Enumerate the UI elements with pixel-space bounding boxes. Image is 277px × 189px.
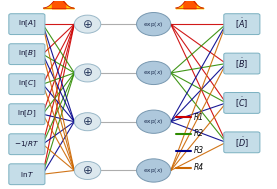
- Text: $\oplus$: $\oplus$: [82, 18, 93, 31]
- FancyBboxPatch shape: [9, 164, 45, 185]
- Circle shape: [137, 61, 171, 84]
- Circle shape: [137, 110, 171, 133]
- Text: $\exp(x)$: $\exp(x)$: [143, 68, 164, 77]
- Text: R1: R1: [194, 112, 204, 122]
- Text: $[\dot{B}]$: $[\dot{B}]$: [235, 56, 248, 71]
- Circle shape: [74, 15, 101, 33]
- FancyBboxPatch shape: [9, 74, 45, 94]
- Text: $[\dot{A}]$: $[\dot{A}]$: [235, 17, 248, 31]
- FancyBboxPatch shape: [224, 132, 260, 153]
- Circle shape: [74, 161, 101, 180]
- Text: $\ln[A]$: $\ln[A]$: [17, 19, 36, 29]
- FancyBboxPatch shape: [224, 53, 260, 74]
- FancyBboxPatch shape: [9, 104, 45, 125]
- Text: $[\dot{D}]$: $[\dot{D}]$: [235, 135, 249, 150]
- Circle shape: [137, 159, 171, 182]
- Text: R2: R2: [194, 129, 204, 138]
- Text: R4: R4: [194, 163, 204, 172]
- Text: $\ln[D]$: $\ln[D]$: [17, 109, 37, 119]
- Text: R3: R3: [194, 146, 204, 155]
- FancyBboxPatch shape: [9, 134, 45, 155]
- Text: $\ln T$: $\ln T$: [20, 170, 34, 179]
- Text: $\exp(x)$: $\exp(x)$: [143, 166, 164, 175]
- Text: $\ln[B]$: $\ln[B]$: [17, 49, 36, 59]
- FancyBboxPatch shape: [224, 93, 260, 113]
- FancyBboxPatch shape: [224, 14, 260, 35]
- Text: $\exp(x)$: $\exp(x)$: [143, 117, 164, 126]
- Text: $\oplus$: $\oplus$: [82, 66, 93, 79]
- Text: $\ln[C]$: $\ln[C]$: [17, 79, 36, 89]
- FancyBboxPatch shape: [9, 44, 45, 65]
- Circle shape: [137, 12, 171, 36]
- Text: $\oplus$: $\oplus$: [82, 115, 93, 128]
- FancyBboxPatch shape: [9, 14, 45, 35]
- Text: $\oplus$: $\oplus$: [82, 164, 93, 177]
- Text: $[\dot{C}]$: $[\dot{C}]$: [235, 96, 248, 110]
- Circle shape: [74, 113, 101, 131]
- Circle shape: [74, 64, 101, 82]
- Text: $-1/RT$: $-1/RT$: [14, 139, 39, 149]
- Text: $\exp(x)$: $\exp(x)$: [143, 20, 164, 29]
